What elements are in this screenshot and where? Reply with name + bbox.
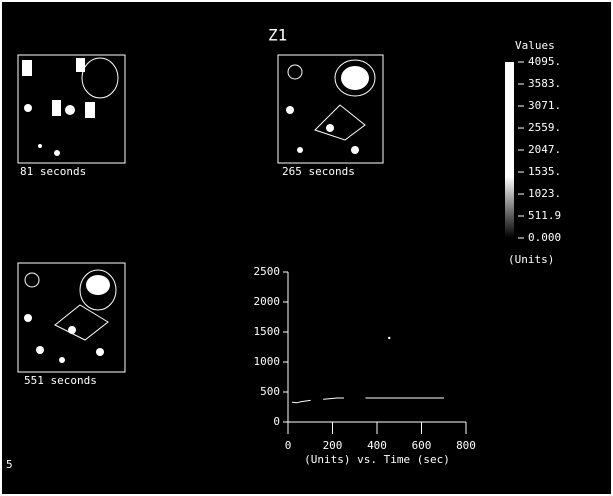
colorbar-tick-label: 0.000 [528,231,561,244]
colorbar-tick-label: 3583. [528,77,561,90]
screen: Z1 5 81 seconds 265 seconds 551 seconds … [0,0,613,496]
data-point [388,337,390,339]
image-panel: 81 seconds [18,55,125,178]
y-tick-label: 1000 [254,355,281,368]
panel-label: 81 seconds [20,165,86,178]
corner-label: 5 [6,458,13,471]
colorbar-gradient [505,62,514,238]
colorbar-tick-label: 4095. [528,55,561,68]
x-tick-label: 200 [323,439,343,452]
colorbar-tick-label: 1023. [528,187,561,200]
colorbar-units: (Units) [508,253,554,266]
colorbar-title: Values [515,39,555,52]
frame [1,1,612,495]
title: Z1 [268,26,287,45]
y-tick-label: 1500 [254,325,281,338]
y-tick-label: 500 [260,385,280,398]
x-tick-label: 800 [456,439,476,452]
y-tick-label: 2000 [254,295,281,308]
colorbar-tick-label: 1535. [528,165,561,178]
x-axis-label: (Units) vs. Time (sec) [304,453,450,466]
panel-label: 551 seconds [24,374,97,387]
panel-label: 265 seconds [282,165,355,178]
colorbar-tick-label: 511.9 [528,209,561,222]
colorbar-tick-label: 2559. [528,121,561,134]
x-tick-label: 0 [285,439,292,452]
plot: 0 500 1000 1500 2000 2500 0 200 400 600 800 (Units)… [254,265,476,466]
colorbar-tick-label: 3071. [528,99,561,112]
colorbar: 4095. 3583. 3071. 2559. 2047. 1535. 1023. 511.9… [505,55,561,244]
x-tick-label: 400 [367,439,387,452]
image-panel: 551 seconds [18,263,125,387]
page: {"title": "Z1", "corner_label": "5", "pa… [0,0,613,496]
colorbar-tick-label: 2047. [528,143,561,156]
y-tick-label: 2500 [254,265,281,278]
image-panel: 265 seconds [278,55,383,178]
y-tick-label: 0 [273,415,280,428]
x-tick-label: 600 [412,439,432,452]
data-line [292,398,443,403]
